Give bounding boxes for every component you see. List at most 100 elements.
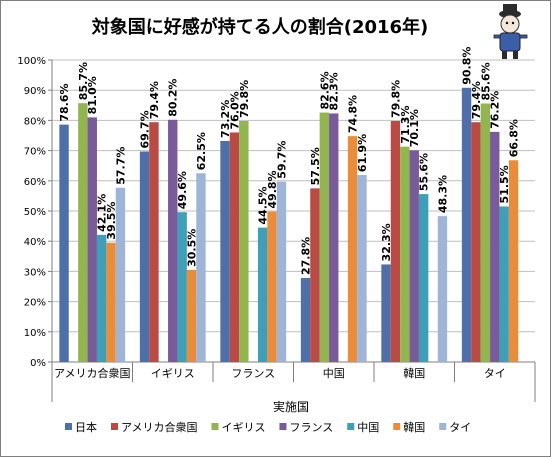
- data-label: 69.7%: [139, 110, 152, 148]
- bar: [310, 188, 320, 362]
- data-label: 76.0%: [228, 91, 241, 129]
- legend-swatch: [393, 423, 401, 430]
- data-label: 70.1%: [408, 109, 421, 147]
- bar: [300, 278, 311, 362]
- mascot-illustration: [493, 4, 528, 59]
- bar: [471, 122, 481, 362]
- bar: [177, 212, 187, 362]
- legend-swatch: [347, 423, 355, 430]
- bar: [390, 121, 401, 362]
- chart-title: 対象国に好感が持てる人の割合(2016年): [91, 16, 429, 38]
- x-axis-title: 実施国: [273, 399, 309, 414]
- bar: [508, 160, 519, 362]
- bar: [347, 136, 358, 362]
- legend-label: イギリス: [221, 421, 265, 434]
- bar: [139, 151, 150, 362]
- data-label: 57.5%: [309, 147, 322, 185]
- legend-label: フランス: [289, 421, 333, 434]
- bar: [400, 146, 410, 362]
- legend-swatch: [211, 423, 219, 430]
- legend-label: アメリカ合衆国: [121, 420, 197, 434]
- bar: [59, 124, 69, 363]
- bar: [149, 122, 159, 362]
- plot-area: 0% 10% 20% 30% 40% 50% 60% 70% 80% 90% 100% アメリカ合衆国…: [17, 47, 536, 402]
- y-tick-label: 50%: [24, 207, 46, 218]
- x-tick-label: フランス: [231, 367, 275, 380]
- legend-label: 日本: [75, 420, 97, 434]
- data-label: 78.6%: [58, 83, 71, 121]
- y-tick-label: 0%: [30, 358, 46, 369]
- legend-swatch: [111, 423, 118, 430]
- data-label: 71.3%: [399, 106, 412, 144]
- data-label: 44.5%: [257, 186, 270, 224]
- legend: 日本 アメリカ合衆国 イギリス フランス 中国 韓国 タイ: [65, 420, 471, 434]
- data-label: 85.7%: [77, 62, 90, 100]
- data-label: 42.1%: [96, 194, 109, 232]
- legend-swatch: [65, 423, 72, 430]
- bar: [461, 87, 472, 362]
- data-label: 82.6%: [318, 71, 331, 109]
- data-label: 79.8%: [389, 80, 402, 118]
- data-label: 76.2%: [489, 91, 502, 129]
- legend-label: 韓国: [403, 421, 425, 434]
- bar: [186, 269, 197, 362]
- y-tick-label: 10%: [24, 328, 46, 339]
- y-tick-label: 40%: [24, 237, 46, 248]
- bar: [87, 117, 97, 362]
- x-tick-label: イギリス: [151, 367, 195, 380]
- bar: [409, 150, 419, 362]
- legend-swatch: [279, 423, 287, 430]
- bar: [220, 140, 230, 362]
- data-label: 62.5%: [195, 132, 208, 170]
- data-label: 82.3%: [328, 72, 341, 110]
- y-tick-label: 30%: [24, 267, 46, 278]
- bar: [196, 173, 206, 362]
- data-label: 61.9%: [356, 134, 369, 172]
- bar: [239, 121, 249, 362]
- data-label: 79.4%: [470, 81, 483, 119]
- data-label: 49.6%: [176, 171, 189, 209]
- bar: [499, 206, 509, 362]
- bar: [418, 194, 429, 362]
- data-label: 79.8%: [238, 80, 251, 118]
- legend-label: タイ: [449, 421, 471, 434]
- data-label: 79.4%: [148, 81, 161, 119]
- bar: [319, 112, 330, 362]
- data-label: 59.7%: [275, 141, 288, 179]
- x-tick-label: タイ: [484, 367, 506, 380]
- bar: [106, 242, 116, 362]
- data-label: 73.2%: [219, 100, 232, 138]
- bar: [381, 264, 391, 362]
- data-label: 49.8%: [266, 170, 279, 208]
- bar: [257, 227, 268, 362]
- bar: [96, 234, 107, 362]
- data-label: 30.5%: [186, 229, 199, 267]
- x-tick-label: アメリカ合衆国: [54, 366, 130, 380]
- data-label: 80.2%: [167, 79, 180, 117]
- bar: [437, 216, 448, 362]
- legend-swatch: [439, 423, 447, 430]
- bar: [357, 175, 367, 362]
- bar: [168, 119, 178, 363]
- data-label: 39.5%: [105, 202, 118, 240]
- data-label: 32.3%: [380, 223, 393, 261]
- bar: [329, 113, 339, 362]
- x-tick-label: 韓国: [403, 367, 425, 380]
- data-label: 51.5%: [498, 165, 511, 203]
- data-label: 27.8%: [300, 237, 313, 275]
- bar: [115, 187, 126, 362]
- bar: [480, 103, 491, 362]
- data-label: 55.6%: [418, 153, 431, 191]
- data-label: 81.0%: [86, 76, 99, 114]
- y-tick-label: 80%: [24, 116, 46, 127]
- data-label: 66.8%: [508, 119, 521, 157]
- data-label: 74.8%: [347, 95, 360, 133]
- y-tick-label: 100%: [17, 56, 46, 67]
- bar: [267, 211, 277, 362]
- y-tick-label: 90%: [24, 86, 46, 97]
- data-label: 57.7%: [114, 147, 127, 185]
- y-tick-label: 70%: [24, 147, 46, 158]
- data-label: 85.6%: [479, 62, 492, 100]
- legend-label: 中国: [357, 421, 379, 434]
